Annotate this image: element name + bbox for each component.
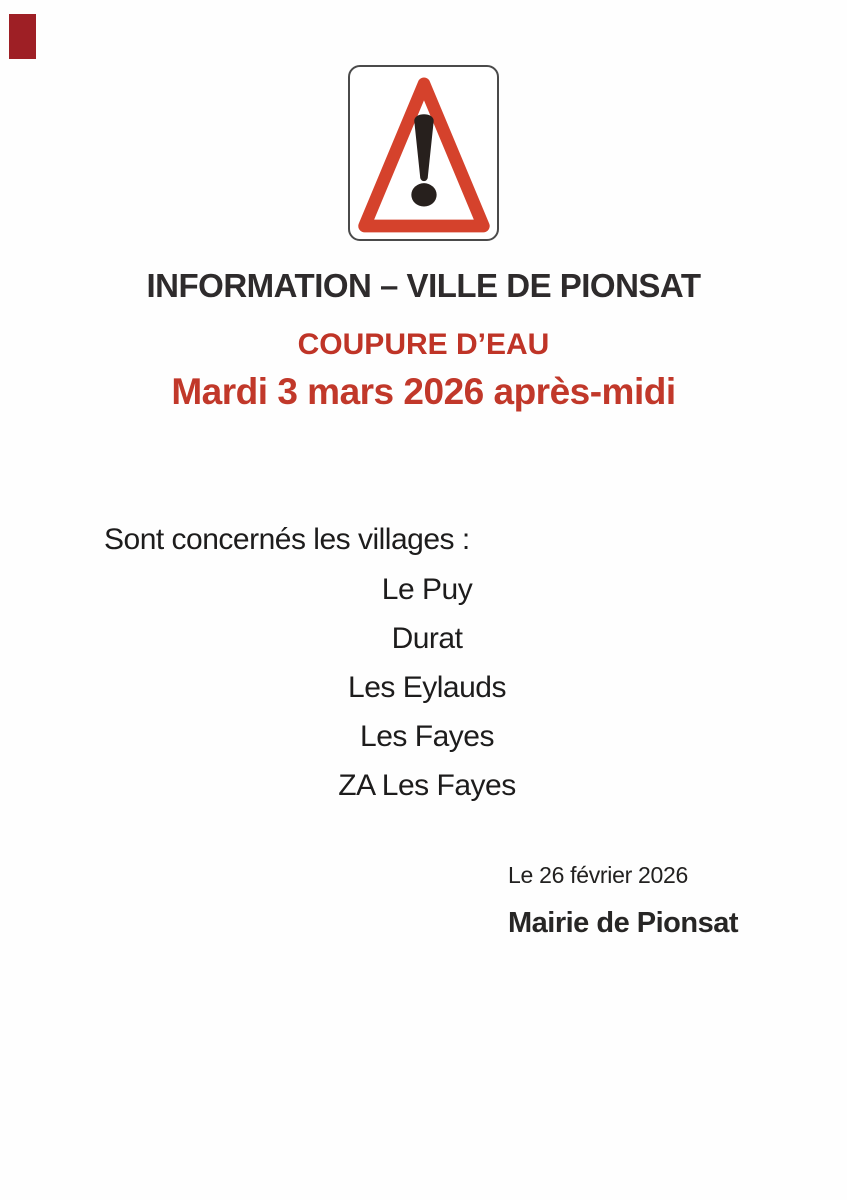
page-title: INFORMATION – VILLE DE PIONSAT xyxy=(146,267,701,304)
village-item: Le Puy xyxy=(381,573,473,606)
village-item: Les Fayes xyxy=(360,720,494,753)
signature-name: Mairie de Pionsat xyxy=(508,907,739,939)
scan-artifact-mark xyxy=(9,14,36,59)
warning-triangle-icon xyxy=(358,77,490,233)
village-item: Durat xyxy=(391,622,463,655)
signature-date: Le 26 février 2026 xyxy=(508,862,689,888)
village-item: Les Eylauds xyxy=(348,671,506,704)
village-list: Le Puy Durat Les Eylauds Les Fayes ZA Le… xyxy=(0,565,847,810)
village-item: ZA Les Fayes xyxy=(338,769,516,802)
subtitle-coupure-deau: COUPURE D’EAU xyxy=(297,328,550,361)
warning-sign xyxy=(348,65,499,241)
date-heading: Mardi 3 mars 2026 après-midi xyxy=(171,371,676,412)
signature-block: Le 26 février 2026 Mairie de Pionsat xyxy=(508,861,739,940)
intro-line: Sont concernés les villages : xyxy=(104,523,470,556)
